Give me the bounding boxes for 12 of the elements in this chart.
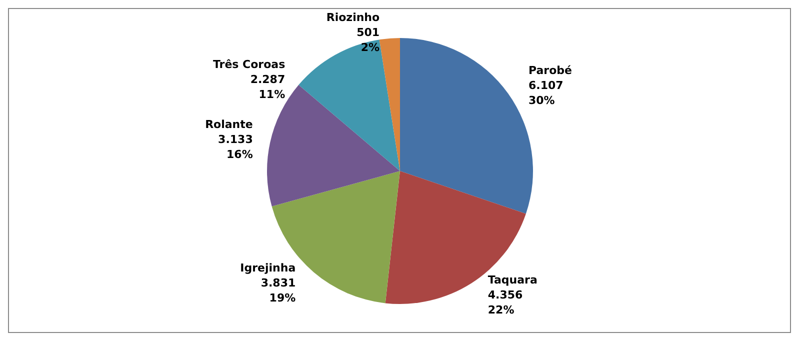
slice-label: Rolante: [205, 118, 253, 131]
data-label: 3.133 16%: [218, 132, 253, 161]
data-label: 2.287 11%: [250, 73, 286, 101]
slice-label: Igrejinha: [240, 261, 296, 274]
data-label: 6.107 30%: [528, 78, 564, 107]
slice-label: Riozinho: [326, 11, 380, 24]
data-label: 501 2%: [356, 26, 380, 54]
data-label: 3.831 19%: [260, 276, 296, 304]
slice-label: Três Coroas: [212, 58, 286, 71]
slice-label: Taquara: [488, 274, 538, 287]
data-label: 4.356 22%: [488, 288, 524, 317]
slice-label: Parobé: [528, 64, 572, 77]
